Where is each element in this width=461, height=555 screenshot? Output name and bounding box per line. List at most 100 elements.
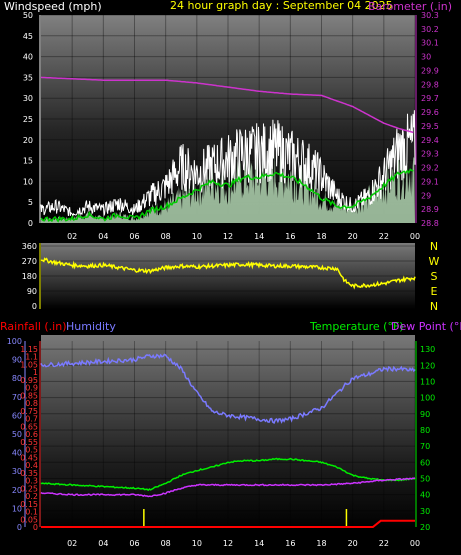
climate-time-tick-label: 06 bbox=[129, 539, 139, 548]
rainfall-tick-label: 0.9 bbox=[25, 384, 38, 393]
windspeed-tick-label: 30 bbox=[23, 94, 33, 103]
wind-time-tick-label: 10 bbox=[192, 232, 202, 241]
wind-time-tick-label: 22 bbox=[379, 232, 389, 241]
dew-point-legend: Dew Point (°F) bbox=[391, 320, 461, 333]
barometer-axis-title: Barometer (.in) bbox=[368, 0, 452, 13]
rainfall-tick-label: 0.2 bbox=[25, 492, 38, 501]
humidity-tick-label: 70 bbox=[12, 393, 22, 402]
wind-time-tick-label: 00 bbox=[410, 232, 420, 241]
humidity-line bbox=[40, 353, 416, 424]
rainfall-tick-label: 1.05 bbox=[20, 360, 38, 369]
barometer-tick-label: 29.8 bbox=[421, 80, 439, 89]
humidity-tick-label: 90 bbox=[12, 356, 22, 365]
temperature-tick-label: 130 bbox=[420, 345, 435, 354]
barometer-tick-label: 29.6 bbox=[421, 108, 439, 117]
rainfall-tick-label: 0.05 bbox=[20, 515, 38, 524]
barometer-tick-label: 29 bbox=[421, 191, 431, 200]
temperature-tick-label: 60 bbox=[420, 458, 430, 467]
barometer-tick-label: 30.1 bbox=[421, 39, 439, 48]
climate-time-tick-label: 16 bbox=[285, 539, 295, 548]
windspeed-tick-label: 20 bbox=[23, 136, 33, 145]
rainfall-tick-label: 0.5 bbox=[25, 446, 38, 455]
barometer-tick-label: 30.3 bbox=[421, 11, 439, 20]
temperature-tick-label: 30 bbox=[420, 507, 430, 516]
wind-time-tick-label: 14 bbox=[254, 232, 264, 241]
direction-tick-label: 270 bbox=[22, 257, 37, 266]
rainfall-tick-label: 0.25 bbox=[20, 484, 38, 493]
rainfall-tick-label: 0.75 bbox=[20, 407, 38, 416]
wind-time-tick-label: 18 bbox=[316, 232, 326, 241]
climate-time-tick-label: 08 bbox=[161, 539, 171, 548]
temperature-legend: Temperature (°F) bbox=[309, 320, 404, 333]
direction-tick-label: 180 bbox=[22, 272, 37, 281]
wind-average-fill bbox=[41, 144, 415, 223]
windspeed-gust-line bbox=[40, 110, 416, 218]
rainfall-tick-label: 1 bbox=[33, 368, 38, 377]
windspeed-tick-label: 40 bbox=[23, 53, 33, 62]
windspeed-tick-label: 15 bbox=[23, 157, 33, 166]
humidity-legend: Humidity bbox=[66, 320, 116, 333]
windspeed-tick-label: 0 bbox=[28, 219, 33, 228]
wind-panel-series bbox=[40, 76, 416, 223]
barometer-tick-label: 29.5 bbox=[421, 122, 439, 131]
rainfall-tick-label: 0.85 bbox=[20, 391, 38, 400]
barometer-tick-label: 29.2 bbox=[421, 164, 439, 173]
climate-time-tick-label: 22 bbox=[379, 539, 389, 548]
rainfall-tick-label: 0.15 bbox=[20, 500, 38, 509]
humidity-tick-label: 50 bbox=[12, 430, 22, 439]
windspeed-tick-label: 45 bbox=[23, 32, 33, 41]
barometer-line bbox=[40, 76, 414, 134]
direction-tick-label: 0 bbox=[32, 302, 37, 311]
dew-point-line bbox=[40, 477, 416, 498]
climate-time-tick-label: 02 bbox=[67, 539, 77, 548]
humidity-tick-label: 10 bbox=[12, 504, 22, 513]
rainfall-legend: Rainfall (.in) bbox=[0, 320, 67, 333]
temperature-tick-label: 40 bbox=[420, 491, 430, 500]
rainfall-tick-label: 0.35 bbox=[20, 469, 38, 478]
barometer-tick-label: 30 bbox=[421, 53, 431, 62]
humidity-tick-label: 20 bbox=[12, 486, 22, 495]
humidity-tick-label: 30 bbox=[12, 467, 22, 476]
climate-time-tick-label: 12 bbox=[223, 539, 233, 548]
climate-time-tick-label: 20 bbox=[348, 539, 358, 548]
rainfall-line bbox=[41, 519, 415, 528]
direction-tick-label: 90 bbox=[27, 287, 37, 296]
windspeed-tick-label: 25 bbox=[23, 115, 33, 124]
temperature-tick-label: 50 bbox=[420, 474, 430, 483]
rainfall-tick-label: 0.1 bbox=[25, 508, 38, 517]
humidity-tick-label: 100 bbox=[7, 337, 22, 346]
rainfall-tick-label: 0.8 bbox=[25, 399, 38, 408]
direction-tick-label: 360 bbox=[22, 242, 37, 251]
barometer-tick-label: 29.9 bbox=[421, 66, 439, 75]
climate-panel-background bbox=[41, 335, 415, 530]
climate-time-tick-label: 10 bbox=[192, 539, 202, 548]
rainfall-tick-label: 0.3 bbox=[25, 477, 38, 486]
wind-direction-line bbox=[40, 257, 416, 290]
temperature-tick-label: 70 bbox=[420, 442, 430, 451]
compass-label: S bbox=[431, 270, 438, 283]
rainfall-tick-label: 1.15 bbox=[20, 345, 38, 354]
barometer-tick-label: 29.7 bbox=[421, 94, 439, 103]
temperature-tick-label: 120 bbox=[420, 361, 435, 370]
direction-panel-grid bbox=[41, 245, 415, 307]
humidity-tick-label: 40 bbox=[12, 449, 22, 458]
wind-time-tick-label: 16 bbox=[285, 232, 295, 241]
rainfall-tick-label: 0.65 bbox=[20, 422, 38, 431]
climate-time-tick-label: 14 bbox=[254, 539, 264, 548]
temperature-tick-label: 110 bbox=[420, 377, 435, 386]
barometer-tick-label: 29.4 bbox=[421, 136, 439, 145]
compass-label: W bbox=[429, 255, 440, 268]
rainfall-tick-label: 0.6 bbox=[25, 430, 38, 439]
rainfall-tick-label: 0.4 bbox=[25, 461, 38, 470]
barometer-tick-label: 29.1 bbox=[421, 177, 439, 186]
climate-time-tick-label: 00 bbox=[410, 539, 420, 548]
humidity-tick-label: 80 bbox=[12, 374, 22, 383]
windspeed-tick-label: 5 bbox=[28, 198, 33, 207]
rainfall-tick-label: 0 bbox=[33, 523, 38, 532]
wind-time-tick-label: 20 bbox=[348, 232, 358, 241]
rainfall-tick-label: 0.7 bbox=[25, 415, 38, 424]
rainfall-tick-label: 0.45 bbox=[20, 453, 38, 462]
wind-panel-background bbox=[41, 15, 415, 223]
direction-panel-series bbox=[40, 257, 416, 290]
